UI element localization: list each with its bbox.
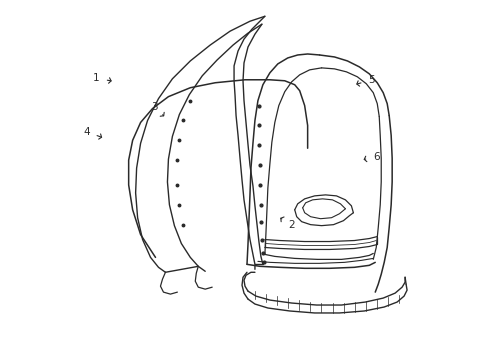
Text: 5: 5 — [368, 75, 375, 85]
Text: 6: 6 — [373, 152, 380, 162]
Text: 2: 2 — [288, 220, 294, 230]
Text: 3: 3 — [151, 102, 158, 112]
Text: 4: 4 — [83, 127, 90, 137]
Text: 1: 1 — [93, 73, 99, 83]
